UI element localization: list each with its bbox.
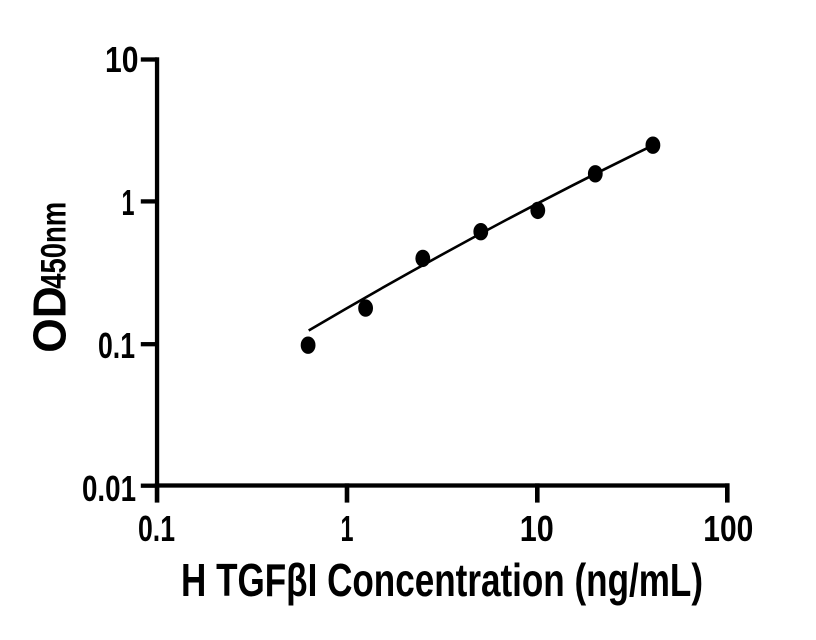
svg-text:1: 1 bbox=[341, 508, 354, 549]
svg-text:1: 1 bbox=[122, 182, 135, 223]
svg-text:0.1: 0.1 bbox=[138, 508, 175, 549]
svg-text:0.1: 0.1 bbox=[98, 325, 135, 366]
svg-text:100: 100 bbox=[703, 508, 753, 549]
svg-text:OD: OD bbox=[23, 286, 75, 353]
svg-text:0.01: 0.01 bbox=[82, 468, 136, 509]
svg-text:H TGFβI Concentration (ng/mL): H TGFβI Concentration (ng/mL) bbox=[181, 554, 703, 606]
svg-text:10: 10 bbox=[520, 508, 554, 549]
svg-text:10: 10 bbox=[105, 39, 139, 80]
svg-text:450nm: 450nm bbox=[33, 202, 73, 289]
